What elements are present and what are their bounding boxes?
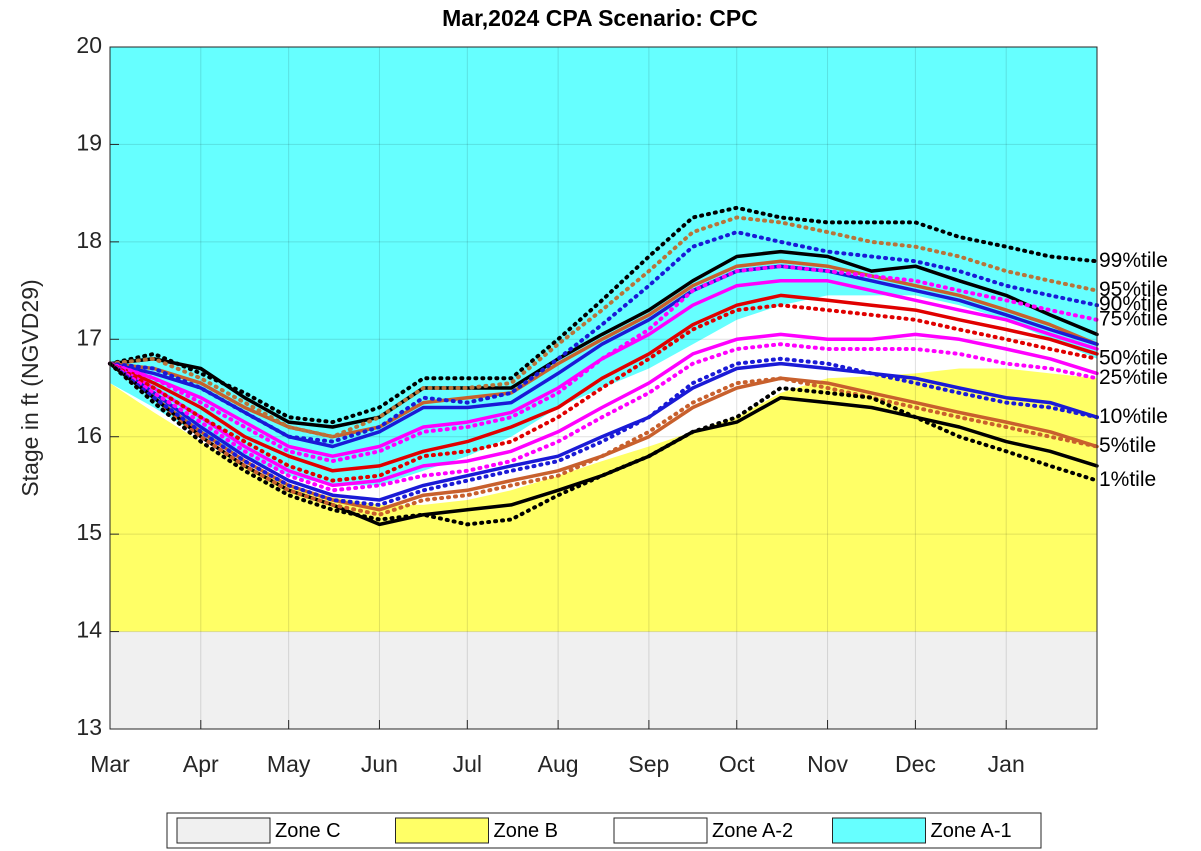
series-label: 95%tile	[1099, 278, 1168, 301]
series-line	[108, 356, 1099, 507]
series-line	[108, 342, 1099, 493]
x-tick-label: Jul	[453, 751, 482, 777]
x-tick-label: Jun	[361, 751, 398, 777]
y-tick-label: 19	[76, 130, 102, 156]
series-line	[108, 264, 1099, 464]
x-tick-label: Jan	[988, 751, 1025, 777]
series-line	[108, 249, 1099, 429]
y-tick-label: 18	[76, 227, 102, 253]
series-label: 90%tile	[1099, 293, 1168, 316]
series-label: 5%tile	[1099, 434, 1156, 457]
legend-label: Zone B	[494, 820, 558, 842]
series-line	[108, 215, 1099, 439]
x-tick-label: Nov	[807, 751, 848, 777]
series-line	[108, 293, 1099, 473]
legend-label: Zone A-1	[931, 820, 1012, 842]
series-label: 1%tile	[1099, 468, 1156, 491]
y-tick-label: 17	[76, 324, 102, 350]
zone-area	[110, 631, 1097, 729]
x-tick-label: Mar	[90, 751, 130, 777]
chart-title: Mar,2024 CPA Scenario: CPC	[442, 5, 758, 31]
legend-label: Zone A-2	[712, 820, 793, 842]
series-line	[108, 332, 1099, 488]
y-tick-label: 20	[76, 32, 102, 58]
legend-swatch	[395, 817, 489, 844]
x-tick-label: Apr	[183, 751, 219, 777]
x-tick-label: Dec	[895, 751, 936, 777]
y-tick-label: 16	[76, 422, 102, 448]
plot-frame	[109, 46, 1098, 730]
y-axis-label: Stage in ft (NGVD29)	[17, 279, 43, 496]
legend-swatch	[832, 817, 926, 844]
series-line	[108, 205, 1099, 425]
legend-swatch	[613, 817, 708, 844]
x-tick-label: Sep	[628, 751, 669, 777]
y-tick-label: 13	[76, 714, 102, 740]
series-label: 75%tile	[1099, 307, 1168, 330]
series-line	[108, 303, 1099, 483]
x-tick-label: Aug	[538, 751, 579, 777]
series-label: 50%tile	[1099, 346, 1168, 369]
series-label: 99%tile	[1099, 249, 1168, 272]
series-line	[108, 361, 1099, 502]
series-line	[108, 259, 1099, 439]
series-line	[108, 361, 1099, 517]
series-line	[108, 361, 1099, 527]
series-label: 10%tile	[1099, 405, 1168, 428]
x-tick-label: May	[267, 751, 311, 777]
series-label: 25%tile	[1099, 366, 1168, 389]
legend-label: Zone C	[275, 820, 341, 842]
series-line	[108, 264, 1099, 449]
legend-swatch	[176, 817, 271, 844]
series-line	[108, 230, 1099, 444]
y-tick-label: 15	[76, 519, 102, 545]
y-tick-label: 14	[76, 617, 102, 643]
x-tick-label: Oct	[719, 751, 755, 777]
